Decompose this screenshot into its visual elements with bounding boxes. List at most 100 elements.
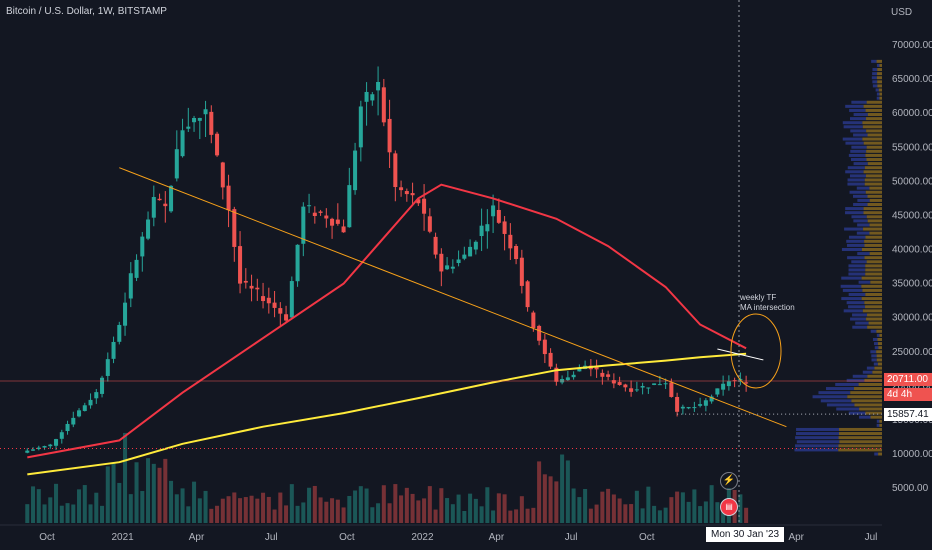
volume-profile-bar [838,444,882,448]
candle-body [519,257,524,286]
volume-bar [261,492,266,523]
volume-profile-bar [866,145,882,149]
lightning-icon[interactable]: ⚡ [720,472,738,490]
candle-body [157,198,162,201]
volume-bar [652,505,657,523]
candle-body [456,259,461,263]
crosshair-date-label: Mon 30 Jan '23 [706,527,785,542]
volume-profile-bar [850,158,867,162]
candle-body [623,384,628,388]
volume-profile-bar [854,387,882,391]
volume-profile-bar [842,137,863,141]
volume-profile-bar [839,440,882,444]
volume-bar [266,496,271,523]
candle-body [36,447,41,450]
candle-body [249,285,254,289]
volume-profile-bar [877,342,882,346]
volume-profile-bar [853,113,868,117]
volume-profile-bar [861,248,882,251]
volume-profile-bar [852,313,868,317]
volume-bar [134,462,139,523]
volume-profile-bar [857,223,870,227]
volume-profile-bar [867,113,882,117]
volume-profile-bar [874,366,882,370]
time-tick-label: Oct [339,532,355,543]
volume-profile-bar [877,72,882,76]
volume-profile-bar [848,264,866,268]
volume-profile-bar [864,182,882,186]
us-flag-icon[interactable]: ▤ [720,498,738,516]
candle-body [537,325,542,341]
volume-bar [623,504,628,523]
candle-body [450,266,455,269]
volume-profile-bar [794,448,839,452]
candle-body [278,308,283,314]
volume-bar [502,494,507,523]
volume-profile-bar [865,153,882,157]
volume-bar [284,505,289,523]
volume-profile-bar [878,88,882,92]
candle-body [646,387,651,389]
candle-body [358,106,363,148]
volume-profile-bar [862,288,882,292]
candle-body [554,367,559,382]
candle-body [399,187,404,191]
volume-profile-bar [876,350,882,354]
price-tick-label: 25000.00 [892,347,932,358]
candle-body [25,450,30,453]
candle-body [468,246,473,257]
volume-profile-bar [876,63,880,67]
volume-profile-bar [850,391,882,395]
candle-body [215,133,220,156]
volume-profile-bar [865,305,882,309]
volume-profile-bar [867,162,882,166]
volume-bar [232,492,237,523]
candle-body [692,407,697,409]
candle-body [65,423,70,432]
volume-profile-bar [795,436,839,440]
candle-body [59,432,64,439]
volume-profile-bar [835,382,859,386]
volume-profile-bar [850,149,867,153]
volume-profile-bar [864,243,882,247]
candle-body [548,352,553,367]
candle-body [715,388,720,395]
volume-bar [312,485,317,523]
volume-profile-bar [877,68,882,72]
volume-bar [577,497,582,523]
candle-body [686,407,691,409]
volume-bar [617,498,622,523]
volume-bar [226,496,231,523]
candle-body [295,244,300,282]
candle-body [629,388,634,392]
volume-bar [157,467,162,523]
volume-bar [192,481,197,523]
candle-body [565,377,570,381]
candle-body [31,449,36,451]
volume-profile-bar [848,235,866,239]
candle-body [186,126,191,129]
volume-bar [709,485,714,523]
volume-profile-bar [861,276,882,280]
volume-bar [468,493,473,523]
volume-bar [404,487,409,523]
volume-profile-bar [843,309,863,313]
volume-profile-bar [862,370,873,374]
moving-average-red-line [27,183,747,459]
volume-bar [560,454,565,523]
volume-profile-bar [845,141,864,145]
candle-body [255,287,260,290]
volume-bar [473,498,478,523]
volume-bar [203,490,208,523]
volume-profile-bar [796,427,840,431]
candle-body [433,236,438,255]
volume-bar [169,480,174,523]
volume-profile-bar [876,419,880,423]
volume-bar [25,504,30,523]
price-tick-label: 70000.00 [892,40,932,51]
time-tick-label: Apr [788,532,804,543]
candle-body [611,380,616,384]
moving-average-yellow-line [27,352,747,476]
candle-body [261,296,266,302]
